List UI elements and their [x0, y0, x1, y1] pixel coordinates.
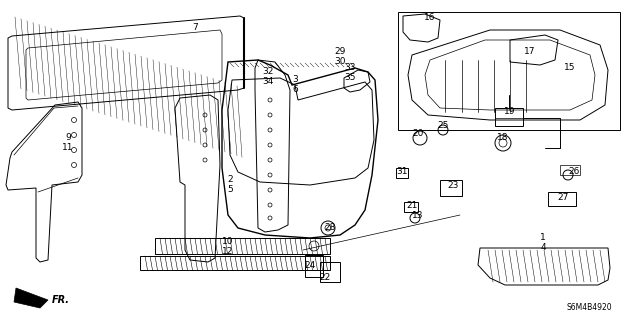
Text: 32: 32	[262, 68, 274, 77]
Text: 19: 19	[504, 108, 516, 116]
Text: 31: 31	[396, 167, 408, 176]
Bar	[140, 256, 330, 270]
Polygon shape	[14, 288, 48, 308]
Text: 18: 18	[497, 133, 509, 143]
Text: 26: 26	[568, 167, 580, 176]
Text: 21: 21	[406, 201, 418, 210]
Text: 35: 35	[344, 73, 356, 83]
Text: FR.: FR.	[52, 295, 70, 305]
Text: 15: 15	[564, 63, 576, 72]
Text: 12: 12	[222, 248, 234, 256]
Bar	[396, 168, 408, 178]
Text: 22: 22	[319, 273, 331, 283]
Text: 2: 2	[227, 175, 233, 184]
Text: 20: 20	[412, 130, 424, 138]
Text: 17: 17	[524, 48, 536, 56]
Text: 29: 29	[334, 48, 346, 56]
Text: 10: 10	[222, 238, 234, 247]
Text: 27: 27	[557, 192, 569, 202]
Text: 16: 16	[424, 13, 436, 23]
Bar	[320, 262, 340, 282]
Bar	[404, 202, 418, 212]
Text: 6: 6	[292, 85, 298, 94]
Bar	[560, 165, 580, 175]
Bar	[305, 255, 323, 277]
Text: 25: 25	[437, 121, 449, 130]
Text: 34: 34	[262, 78, 274, 86]
Bar	[440, 180, 462, 196]
Text: 4: 4	[540, 243, 546, 253]
Bar	[155, 238, 330, 254]
Text: 23: 23	[447, 181, 459, 189]
Text: 5: 5	[227, 186, 233, 195]
Text: 7: 7	[192, 24, 198, 33]
Text: 28: 28	[324, 224, 336, 233]
Text: 3: 3	[292, 76, 298, 85]
Text: S6M4B4920: S6M4B4920	[566, 303, 612, 312]
Text: 33: 33	[344, 63, 356, 72]
Text: 9: 9	[65, 133, 71, 143]
Bar	[495, 108, 523, 126]
Text: 13: 13	[412, 211, 424, 219]
Bar	[548, 192, 576, 206]
Text: 11: 11	[62, 144, 74, 152]
Text: 24: 24	[305, 261, 316, 270]
Text: 30: 30	[334, 57, 346, 66]
Text: 1: 1	[540, 234, 546, 242]
